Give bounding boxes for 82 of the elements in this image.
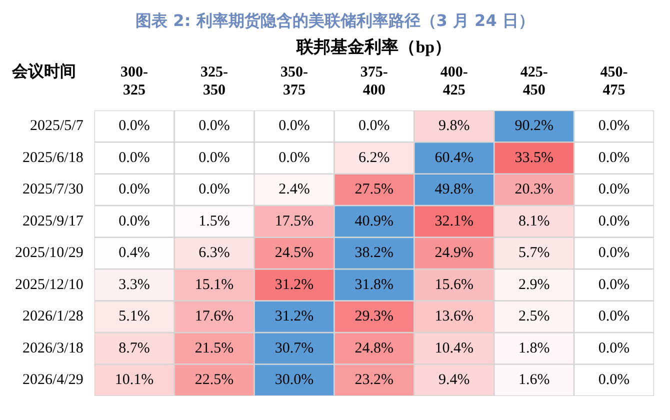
data-label: 0.0% — [198, 150, 230, 166]
data-label: 31.2% — [274, 276, 314, 293]
data-label: 29.3% — [354, 308, 394, 325]
data-label: 32.1% — [434, 213, 474, 230]
data-label: 23.2% — [354, 372, 394, 388]
y-tick-label: 2025/12/10 — [14, 276, 84, 293]
x-tick-label: 425-450 — [520, 64, 548, 98]
data-label: 0.0% — [598, 150, 630, 166]
data-label: 17.6% — [194, 308, 234, 325]
data-label: 0.0% — [198, 182, 230, 198]
y-tick-label: 2025/10/29 — [14, 245, 84, 262]
data-label: 6.3% — [198, 245, 230, 262]
chart-title: 图表 2: 利率期货隐含的美联储利率路径（3 月 24 日） — [134, 10, 536, 32]
x-tick-label: 350-375 — [280, 64, 308, 98]
x-tick-label: 300-325 — [120, 64, 148, 98]
data-label: 2.5% — [518, 308, 550, 325]
data-label: 0.0% — [118, 182, 150, 198]
data-label: 0.0% — [278, 118, 310, 134]
data-label: 38.2% — [354, 245, 394, 262]
x-tick-label: 325-350 — [200, 64, 228, 98]
data-label: 9.8% — [438, 118, 470, 134]
data-label: 21.5% — [194, 340, 234, 356]
data-label: 8.7% — [118, 340, 150, 356]
y-tick-label: 2025/9/17 — [22, 213, 84, 230]
y-tick-label: 2026/4/29 — [22, 372, 84, 388]
data-label: 2.9% — [518, 276, 550, 293]
data-label: 1.5% — [198, 213, 230, 230]
y-tick-label: 2026/1/28 — [22, 308, 84, 325]
data-label: 0.0% — [358, 118, 390, 134]
data-label: 13.6% — [434, 308, 474, 325]
data-label: 3.3% — [118, 276, 150, 293]
data-label: 0.4% — [118, 245, 150, 262]
data-label: 0.0% — [598, 340, 630, 356]
y-tick-label: 2025/6/18 — [22, 150, 84, 166]
data-label: 10.4% — [434, 340, 474, 356]
data-label: 20.3% — [514, 182, 554, 198]
data-label: 6.2% — [358, 150, 390, 166]
data-label: 31.2% — [274, 308, 314, 325]
data-label: 27.5% — [354, 182, 394, 198]
data-label: 0.0% — [598, 308, 630, 325]
y-tick-label: 2025/7/30 — [22, 182, 84, 198]
data-label: 15.1% — [194, 276, 234, 293]
y-tick-label: 2025/5/7 — [30, 118, 84, 134]
data-label: 5.1% — [118, 308, 150, 325]
x-tick-label: 450-475 — [600, 64, 628, 98]
data-label: 17.5% — [274, 213, 314, 230]
data-label: 24.8% — [354, 340, 394, 356]
data-label: 0.0% — [598, 245, 630, 262]
data-label: 0.0% — [598, 182, 630, 198]
data-label: 30.0% — [274, 372, 314, 388]
data-label: 0.0% — [198, 118, 230, 134]
data-label: 15.6% — [434, 276, 474, 293]
x-axis-title: 联邦基金利率（bp） — [296, 38, 452, 57]
data-label: 30.7% — [274, 340, 314, 356]
data-label: 0.0% — [118, 213, 150, 230]
y-axis-title: 会议时间 — [11, 62, 76, 81]
data-label: 40.9% — [354, 213, 394, 230]
data-label: 0.0% — [598, 213, 630, 230]
data-label: 0.0% — [598, 372, 630, 388]
data-label: 90.2% — [514, 118, 554, 134]
x-tick-label: 375-400 — [360, 64, 388, 98]
data-label: 24.9% — [434, 245, 474, 262]
data-label: 0.0% — [598, 276, 630, 293]
data-label: 10.1% — [114, 372, 154, 388]
data-label: 0.0% — [118, 118, 150, 134]
data-label: 9.4% — [438, 372, 470, 388]
data-label: 5.7% — [518, 245, 550, 262]
data-label: 0.0% — [118, 150, 150, 166]
x-tick-label: 400-425 — [440, 64, 468, 98]
data-label: 2.4% — [278, 182, 310, 198]
data-label: 33.5% — [514, 150, 554, 166]
data-label: 0.0% — [598, 118, 630, 134]
data-label: 8.1% — [518, 213, 550, 230]
data-label: 60.4% — [434, 150, 474, 166]
data-label: 0.0% — [278, 150, 310, 166]
data-label: 1.6% — [518, 372, 550, 388]
data-label: 22.5% — [194, 372, 234, 388]
data-label: 49.8% — [434, 182, 474, 198]
y-tick-label: 2026/3/18 — [22, 340, 84, 356]
data-label: 1.8% — [518, 340, 550, 356]
data-label: 31.8% — [354, 276, 394, 293]
data-label: 24.5% — [274, 245, 314, 262]
